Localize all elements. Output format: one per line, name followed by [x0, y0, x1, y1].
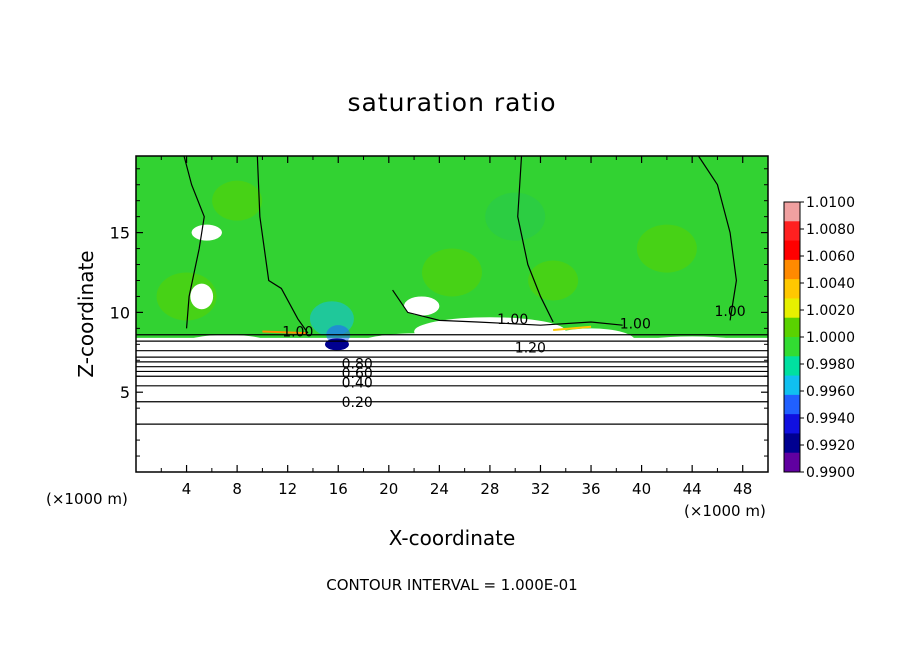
- x-tick-label: 12: [278, 480, 297, 498]
- colorbar-swatch: [784, 298, 800, 319]
- supersaturated-edge: [553, 325, 592, 331]
- colorbar-swatch: [784, 279, 800, 299]
- colorbar-tick-label: 1.0020: [806, 303, 855, 319]
- cloud-region: [403, 296, 440, 316]
- cloud-region: [635, 336, 750, 353]
- contour-label: 1.00: [497, 312, 528, 328]
- low-saturation-patch: [324, 338, 349, 351]
- field-patch: [636, 224, 697, 273]
- colorbar-swatch: [784, 375, 800, 396]
- field-patch: [528, 260, 579, 301]
- plot-frame: [135, 155, 769, 473]
- colorbar-tick-label: 1.0000: [806, 330, 855, 346]
- colorbar-swatch: [784, 337, 800, 357]
- colorbar-tick-label: 0.9960: [806, 384, 855, 400]
- contour-label: 0.20: [342, 395, 373, 411]
- colorbar-swatch: [784, 452, 800, 473]
- colorbar-tick-label: 0.9940: [806, 411, 855, 427]
- colorbar-tick-label: 1.0100: [806, 195, 855, 211]
- contour-line: [517, 155, 554, 323]
- contour-lines: 1.00 1.00 1.20 1.00 1.00 0.800.600.40 0.20: [136, 155, 768, 425]
- y-tick-label: 10: [110, 303, 130, 322]
- chart-title: saturation ratio: [347, 88, 557, 117]
- x-tick-label: 32: [531, 480, 550, 498]
- colorbar-tick-label: 1.0060: [806, 249, 855, 265]
- colorbar-swatch: [784, 394, 800, 415]
- x-tick-label: 4: [182, 480, 192, 498]
- colorbar-swatch: [784, 414, 800, 434]
- contour-label: 0.40: [342, 376, 373, 392]
- x-unit-label-right: (×1000 m): [684, 502, 766, 520]
- contour-label: 1.00: [282, 325, 313, 341]
- field-patch: [212, 180, 263, 221]
- colorbar-swatch: [784, 317, 800, 338]
- y-tick-label: 5: [120, 383, 130, 402]
- x-tick-label: 44: [683, 480, 702, 498]
- x-tick-label: 20: [379, 480, 398, 498]
- x-tick-label: 24: [430, 480, 449, 498]
- contour-label: 0.60: [342, 366, 373, 382]
- x-tick-label: 40: [632, 480, 651, 498]
- colorbar-swatch: [784, 356, 800, 377]
- x-tick-label: 48: [733, 480, 752, 498]
- y-axis-label: Z-coordinate: [74, 250, 98, 378]
- x-tick-label: 16: [329, 480, 348, 498]
- colorbar-tick-label: 0.9980: [806, 357, 855, 373]
- x-tick-label: 28: [480, 480, 499, 498]
- colorbar-swatch: [784, 259, 800, 280]
- contour-label: 1.20: [515, 341, 546, 357]
- contour-line: [392, 289, 623, 326]
- colorbar-swatch: [784, 221, 800, 242]
- field-lower-region: [136, 337, 768, 472]
- colorbar-swatch: [784, 240, 800, 261]
- colorbar-tick-label: 0.9920: [806, 438, 855, 454]
- supersaturated-edge: [262, 330, 307, 335]
- contour-label: 0.80: [342, 356, 373, 372]
- colorbar-swatch: [784, 433, 800, 454]
- x-axis-label: X-coordinate: [388, 526, 516, 550]
- field-patch: [485, 192, 546, 241]
- cloud-region: [182, 334, 272, 354]
- colorbar-swatch: [784, 202, 800, 222]
- field-patch: [422, 248, 482, 297]
- x-tick-label: 8: [232, 480, 242, 498]
- contour-line: [183, 155, 205, 329]
- colorbar-tick-label: 0.9900: [806, 465, 855, 481]
- x-unit-label-left: (×1000 m): [46, 490, 128, 508]
- y-tick-label: 15: [110, 224, 130, 243]
- contour-label: 1.00: [714, 304, 745, 320]
- cloud-region: [191, 224, 222, 241]
- contour-line: [697, 155, 738, 321]
- colorbar-tick-label: 1.0080: [806, 222, 855, 238]
- contour-interval-note: CONTOUR INTERVAL = 1.000E-01: [326, 576, 578, 594]
- x-tick-label: 36: [581, 480, 600, 498]
- colorbar: 1.0100 1.0080 1.0060 1.0040 1.0020 1.0000 0.99…: [783, 195, 855, 481]
- cloud-region: [190, 283, 214, 310]
- colorbar-tick-label: 1.0040: [806, 276, 855, 292]
- contour-label: 1.00: [620, 317, 651, 333]
- contour-line: [256, 155, 309, 334]
